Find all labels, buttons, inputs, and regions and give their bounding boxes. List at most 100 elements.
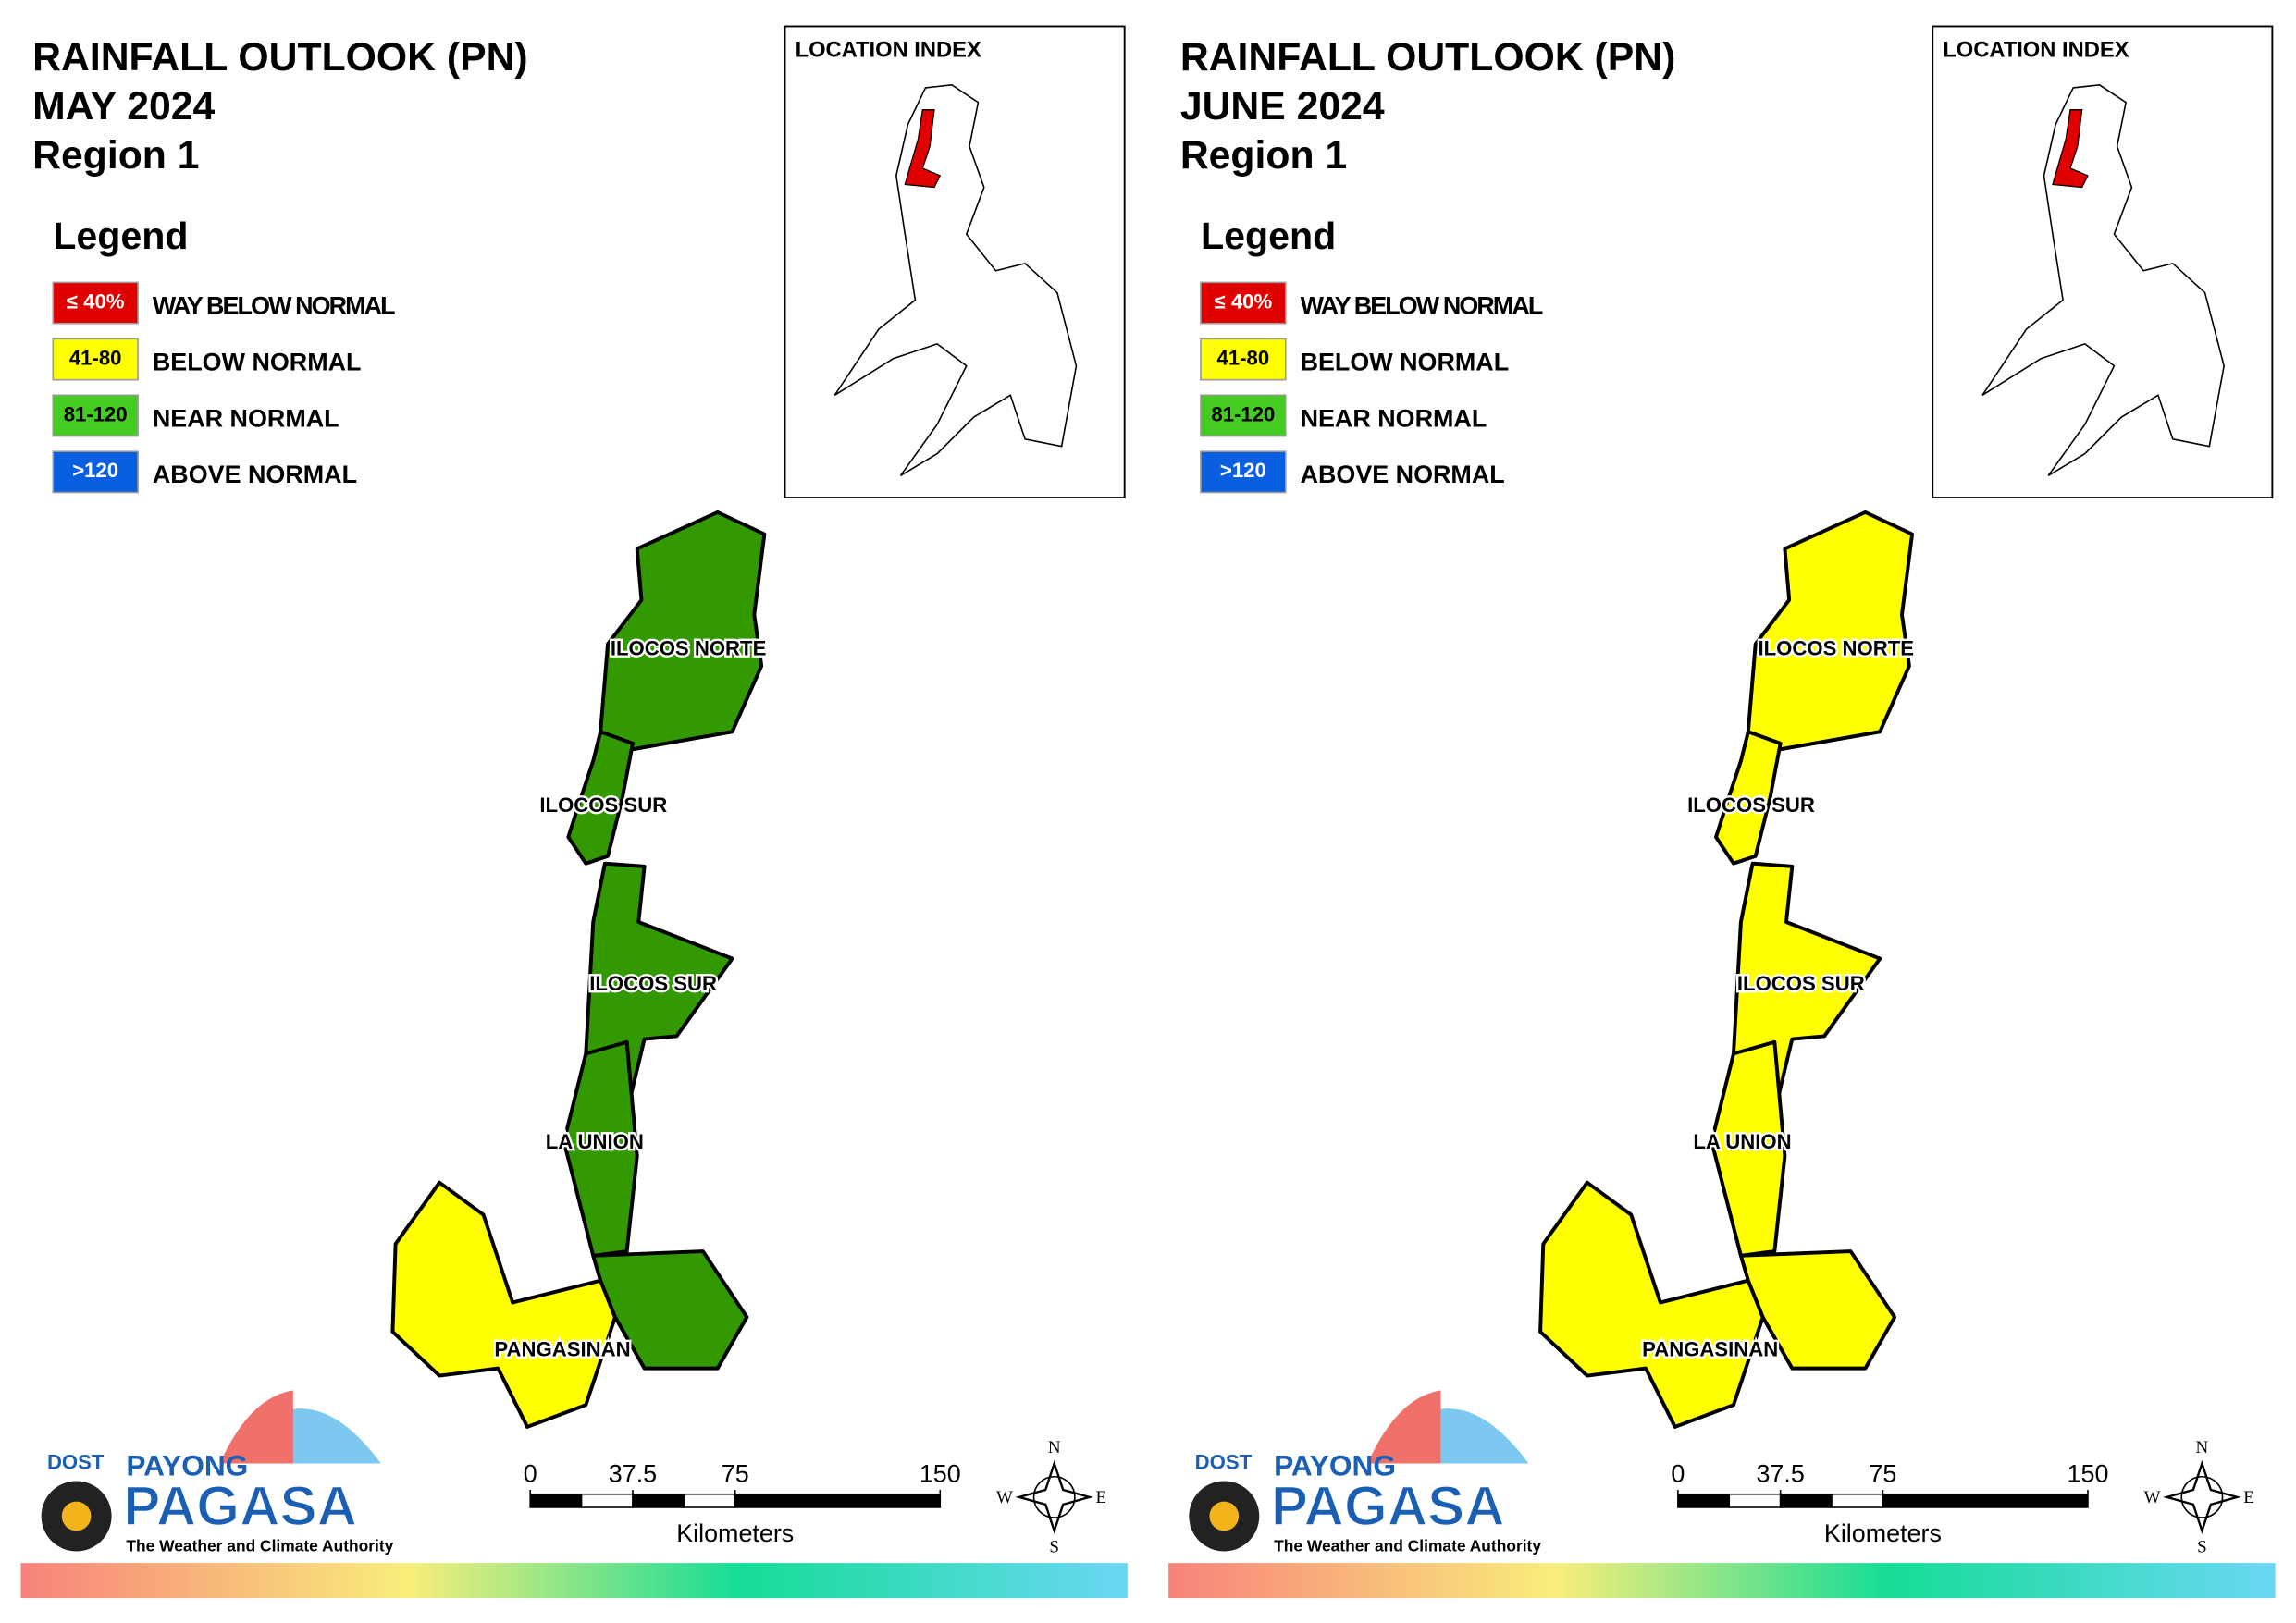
title-line: JUNE 2024 (1180, 84, 1385, 129)
legend-range: 81-120 (64, 402, 128, 425)
logo-umbrella-left (1367, 1390, 1441, 1464)
compass-letter: N (2196, 1438, 2209, 1457)
scale-tick-label: 0 (1671, 1459, 1685, 1487)
logo-umbrella-left (219, 1390, 293, 1464)
logo-emblem-core (61, 1501, 92, 1531)
province-label: ILOCOS SUR (539, 793, 667, 817)
location-index-title: LOCATION INDEX (796, 39, 981, 63)
title-line: RAINFALL OUTLOOK (PN) (32, 35, 528, 80)
logo-tagline: The Weather and Climate Authority (1274, 1536, 1541, 1555)
compass-letter: E (2243, 1488, 2254, 1507)
legend-range: >120 (1220, 459, 1266, 482)
legend-swatch (52, 394, 139, 437)
legend-label: WAY BELOW NORMAL (153, 291, 396, 319)
province-area (1538, 1180, 1765, 1429)
province-label: LA UNION (1693, 1130, 1791, 1153)
legend-range: 41-80 (1217, 346, 1270, 369)
legend-swatch (52, 338, 139, 381)
legend-swatch (1200, 394, 1287, 437)
legend-label: NEAR NORMAL (1301, 404, 1487, 432)
compass-ring (2180, 1475, 2224, 1518)
logo-emblem-core (1209, 1501, 1240, 1531)
province-label: ILOCOS SUR (589, 972, 717, 995)
scale-segment (632, 1493, 685, 1508)
scale-tick-label: 150 (920, 1459, 961, 1487)
title-line: Region 1 (32, 133, 199, 178)
province-area (1710, 1039, 1787, 1258)
province-area (390, 1180, 617, 1429)
legend-label: ABOVE NORMAL (1301, 461, 1505, 488)
scale-segment (1677, 1493, 1731, 1508)
legend-swatch (1200, 450, 1287, 494)
compass-ring (1032, 1475, 1076, 1518)
compass-rose (2162, 1459, 2241, 1535)
legend-label: ABOVE NORMAL (153, 461, 357, 488)
province-area (566, 730, 635, 866)
legend-swatch (1200, 338, 1287, 381)
scale-tick-label: 150 (2068, 1459, 2109, 1487)
inset-country (833, 83, 1078, 476)
province-area (562, 1039, 639, 1258)
scale-segment (1831, 1493, 1884, 1508)
logo-payong: PAYONG (126, 1449, 248, 1482)
legend-label: NEAR NORMAL (153, 404, 339, 432)
legend-range: ≤ 40% (67, 289, 125, 313)
province-label: PANGASINAN (1642, 1337, 1778, 1360)
logo-dost: DOST (47, 1450, 105, 1473)
inset-region-1 (904, 109, 942, 189)
legend-swatch (52, 450, 139, 494)
legend-swatch (1200, 281, 1287, 325)
scale-unit: Kilometers (676, 1519, 794, 1547)
legend-swatch (52, 281, 139, 325)
scale-tick-label: 37.5 (609, 1459, 657, 1487)
province-label: PANGASINAN (494, 1337, 630, 1360)
legend-title: Legend (1201, 215, 1336, 257)
compass-letter: E (1096, 1488, 1107, 1507)
logo-pagasa: PAGASA (123, 1475, 357, 1537)
logo-tagline: The Weather and Climate Authority (126, 1536, 393, 1555)
title-line: Region 1 (1180, 133, 1347, 178)
scale-segment (1728, 1493, 1782, 1508)
scale-tick-label: 75 (722, 1459, 749, 1487)
scale-segment (529, 1493, 583, 1508)
scale-unit: Kilometers (1824, 1519, 1942, 1547)
compass-letter: S (1049, 1538, 1059, 1557)
scale-tick-label: 75 (1869, 1459, 1896, 1487)
scale-segment (1779, 1493, 1833, 1508)
legend-label: BELOW NORMAL (1301, 348, 1510, 375)
logo-dost: DOST (1195, 1450, 1253, 1473)
province-area (599, 510, 767, 752)
color-strip (1168, 1563, 2276, 1599)
logo-payong: PAYONG (1274, 1449, 1396, 1482)
color-strip (20, 1563, 1128, 1599)
province-label: ILOCOS NORTE (1759, 636, 1915, 659)
scale-tick-label: 0 (524, 1459, 537, 1487)
province-area (1738, 1249, 1897, 1371)
inset-country (1981, 83, 2225, 476)
compass-letter: S (2197, 1538, 2207, 1557)
province-label: ILOCOS SUR (1687, 793, 1815, 817)
logo-pagasa: PAGASA (1271, 1475, 1505, 1537)
legend-range: ≤ 40% (1215, 289, 1273, 313)
province-area (1746, 510, 1915, 752)
title-line: MAY 2024 (32, 84, 215, 129)
legend-range: >120 (72, 459, 118, 482)
legend-label: WAY BELOW NORMAL (1301, 291, 1544, 319)
compass-letter: W (2144, 1488, 2161, 1507)
scale-segment (734, 1493, 942, 1508)
province-label: LA UNION (546, 1130, 644, 1153)
province-area (591, 1249, 749, 1371)
scale-tick-label: 37.5 (1756, 1459, 1804, 1487)
province-area (1714, 730, 1783, 866)
legend-range: 41-80 (69, 346, 122, 369)
legend-range: 81-120 (1211, 402, 1275, 425)
province-label: ILOCOS NORTE (611, 636, 767, 659)
legend-title: Legend (53, 215, 188, 257)
location-index-title: LOCATION INDEX (1943, 39, 2129, 63)
scale-segment (683, 1493, 736, 1508)
